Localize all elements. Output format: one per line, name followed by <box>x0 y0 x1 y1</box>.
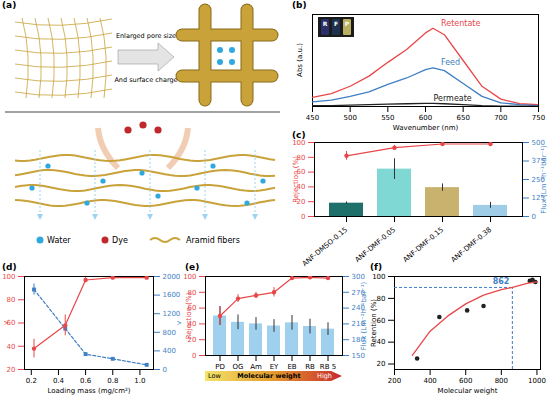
svg-text:700: 700 <box>494 114 507 122</box>
svg-text:210: 210 <box>351 320 365 329</box>
svg-text:Wavenumber (nm): Wavenumber (nm) <box>393 124 459 132</box>
svg-text:0.2: 0.2 <box>26 377 37 385</box>
svg-text:RB 5: RB 5 <box>320 363 336 371</box>
svg-text:Retentate: Retentate <box>441 19 480 28</box>
svg-text:0: 0 <box>301 213 305 221</box>
svg-text:100: 100 <box>2 273 15 281</box>
svg-text:100: 100 <box>292 138 306 147</box>
html-text:(d): (d) <box>2 262 17 272</box>
svg-text:375: 375 <box>531 157 545 166</box>
svg-text:Feed: Feed <box>441 58 460 67</box>
svg-text:100: 100 <box>372 273 385 281</box>
svg-text:0.8: 0.8 <box>107 377 118 385</box>
svg-text:Rejection (%): Rejection (%) <box>185 292 193 339</box>
svg-text:2000: 2000 <box>163 273 181 281</box>
svg-text:600: 600 <box>459 377 472 385</box>
svg-text:EY: EY <box>270 363 279 371</box>
html-text:R: R <box>322 20 328 27</box>
svg-text:240: 240 <box>351 304 365 313</box>
svg-text:0.6: 0.6 <box>80 377 92 385</box>
svg-text:Water: Water <box>47 236 71 245</box>
html-text:(b): (b) <box>292 0 307 10</box>
svg-text:862: 862 <box>493 277 510 286</box>
svg-text:40: 40 <box>296 183 306 192</box>
svg-text:ANF-DMF-0.15: ANF-DMF-0.15 <box>402 226 446 264</box>
svg-text:Enlarged pore size: Enlarged pore size <box>116 32 176 40</box>
html-text:(e): (e) <box>185 262 200 272</box>
svg-text:500: 500 <box>531 138 545 147</box>
svg-text:Am: Am <box>250 363 262 371</box>
svg-text:Rejection (%): Rejection (%) <box>292 156 300 203</box>
svg-text:Flux (Lm⁻²h⁻¹bar⁻¹): Flux (Lm⁻²h⁻¹bar⁻¹) <box>540 145 548 214</box>
svg-text:600: 600 <box>419 114 432 122</box>
svg-text:400: 400 <box>423 377 436 385</box>
html-text:(f): (f) <box>370 262 383 272</box>
html-text:Abs (a.u.): Abs (a.u.) <box>296 43 304 77</box>
html-text:F: F <box>333 20 338 27</box>
svg-text:ANF-DMSO-0.15: ANF-DMSO-0.15 <box>301 226 349 268</box>
html-text:Low: Low <box>208 372 221 380</box>
svg-text:200: 200 <box>388 377 401 385</box>
svg-text:40: 40 <box>376 338 386 347</box>
svg-text:ANF-DMF-0.38: ANF-DMF-0.38 <box>450 226 494 264</box>
html-text:P: P <box>344 20 350 27</box>
svg-text:0: 0 <box>192 352 196 360</box>
svg-text:RB: RB <box>305 363 315 371</box>
svg-text:v: v <box>175 321 183 325</box>
html-text:(c): (c) <box>292 130 306 140</box>
svg-text:0: 0 <box>163 366 167 374</box>
svg-text:1.0: 1.0 <box>134 377 145 385</box>
svg-text:500: 500 <box>343 114 356 122</box>
svg-text:180: 180 <box>351 335 365 344</box>
svg-text:150: 150 <box>352 352 365 360</box>
svg-text:Retention (%): Retention (%) <box>370 299 378 347</box>
svg-text:60: 60 <box>6 319 16 328</box>
svg-text:20: 20 <box>377 360 386 368</box>
svg-text:40: 40 <box>7 342 16 350</box>
svg-text:EB: EB <box>287 363 296 371</box>
svg-text:80: 80 <box>376 294 386 303</box>
svg-text:Loading mass (mg/cm²): Loading mass (mg/cm²) <box>47 387 130 395</box>
svg-text:OG: OG <box>233 363 244 371</box>
svg-text:80: 80 <box>296 153 306 162</box>
svg-text:125: 125 <box>531 194 545 203</box>
svg-text:Dye: Dye <box>112 236 128 245</box>
svg-text:300: 300 <box>352 273 365 281</box>
svg-text:Permeate: Permeate <box>434 94 472 103</box>
svg-text:Flux (Lm⁻²h⁻¹bar⁻¹): Flux (Lm⁻²h⁻¹bar⁻¹) <box>360 281 368 350</box>
svg-text:60: 60 <box>376 316 386 325</box>
svg-text:250: 250 <box>531 175 545 184</box>
svg-text:Aramid fibers: Aramid fibers <box>186 236 240 245</box>
svg-text:800: 800 <box>495 377 508 385</box>
svg-text:1000: 1000 <box>528 377 546 385</box>
svg-text:400: 400 <box>163 347 176 355</box>
svg-text:60: 60 <box>296 168 306 177</box>
svg-text:270: 270 <box>351 288 365 297</box>
svg-text:80: 80 <box>7 296 16 304</box>
svg-text:And surface charge: And surface charge <box>114 76 177 84</box>
svg-text:0.4: 0.4 <box>53 377 65 385</box>
svg-text:20: 20 <box>296 197 306 206</box>
svg-text:ANF-DMF-0.05: ANF-DMF-0.05 <box>354 226 398 264</box>
svg-text:450: 450 <box>306 114 319 122</box>
svg-text:1200: 1200 <box>163 310 181 318</box>
svg-text:PD: PD <box>215 363 225 371</box>
svg-text:80: 80 <box>187 288 197 297</box>
svg-text:750: 750 <box>532 114 545 122</box>
svg-text:650: 650 <box>456 114 469 122</box>
svg-text:800: 800 <box>163 329 176 337</box>
svg-text:0: 0 <box>532 213 536 221</box>
svg-text:1600: 1600 <box>163 291 181 299</box>
html-text:(a): (a) <box>2 0 17 10</box>
svg-text:Molecular weight: Molecular weight <box>438 387 498 395</box>
svg-text:v: v <box>2 321 10 325</box>
html-text:Molecular weight: Molecular weight <box>237 372 301 380</box>
html-text:High: High <box>317 372 332 380</box>
svg-text:100: 100 <box>183 273 196 281</box>
svg-text:550: 550 <box>381 114 394 122</box>
svg-text:20: 20 <box>7 366 16 374</box>
